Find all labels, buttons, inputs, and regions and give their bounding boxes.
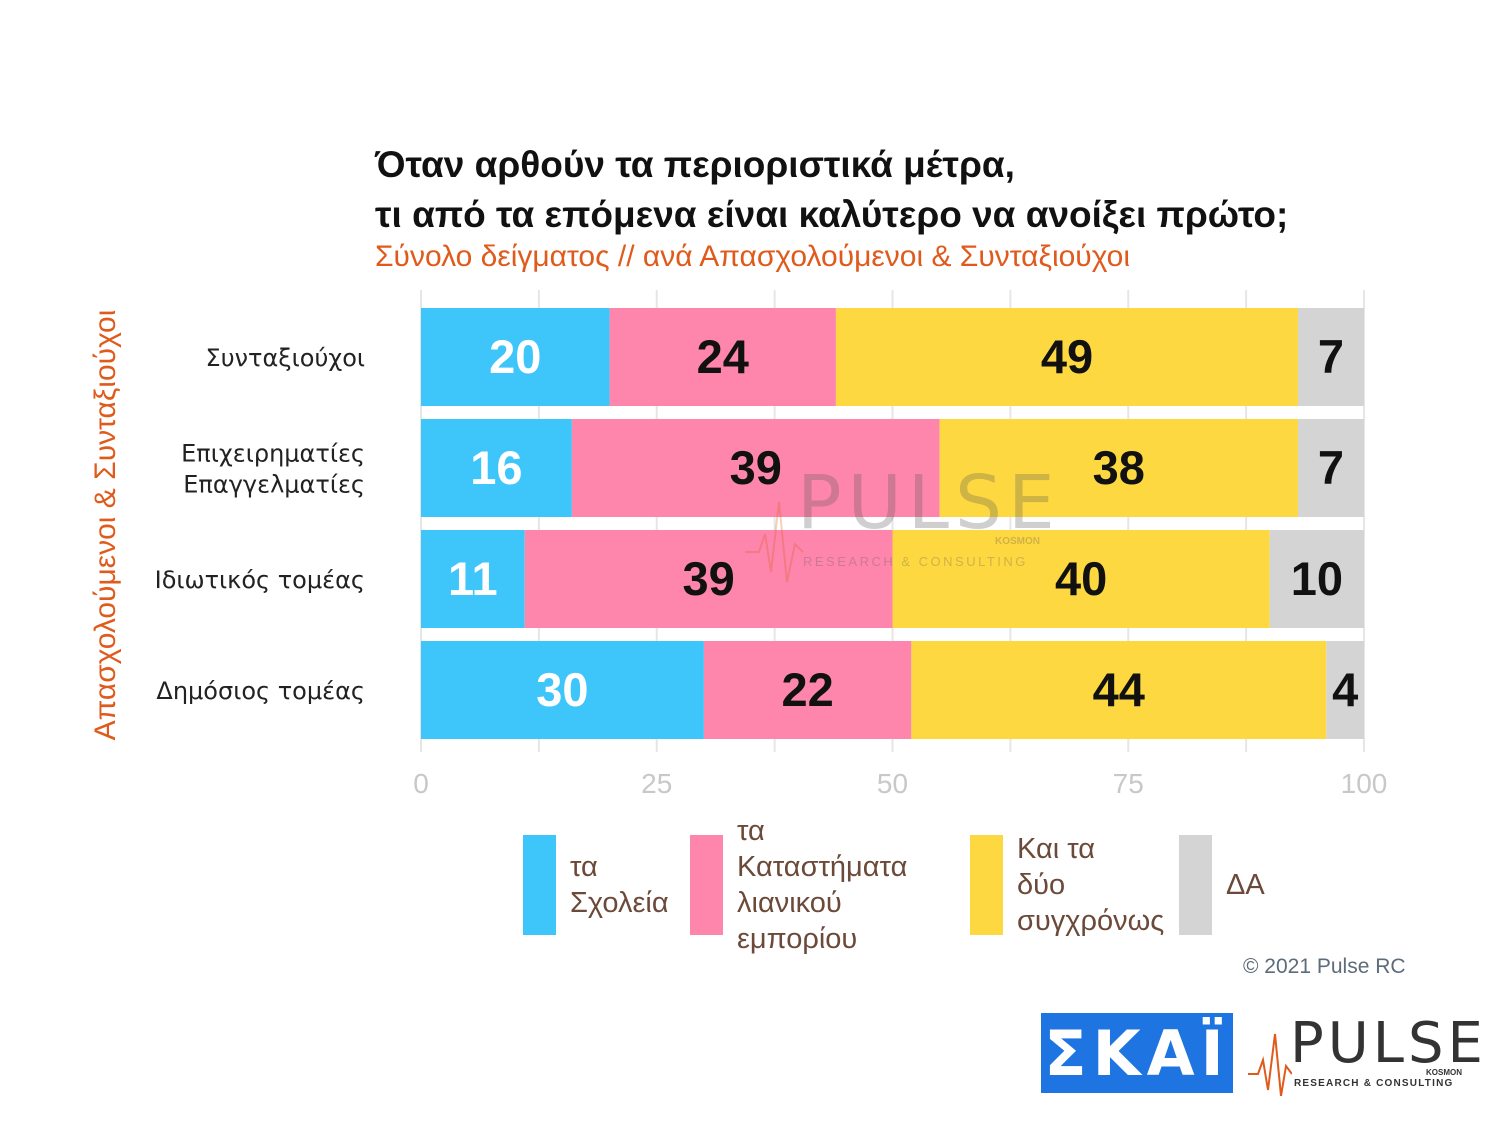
bar-segment: [703, 641, 912, 739]
legend-swatch: [690, 835, 723, 935]
data-label: 7: [1318, 441, 1344, 494]
bar-segment: [421, 641, 704, 739]
pulse-logo-kosmon: KOSMON: [1426, 1068, 1462, 1077]
category-label: Ιδιωτικός τομέας: [155, 566, 365, 594]
data-label: 30: [536, 663, 588, 716]
data-label: 22: [781, 663, 833, 716]
legend-label-line: εμπορίου: [737, 923, 858, 955]
bar-segment: [1297, 308, 1364, 406]
legend-label: Και τα δύο συγχρόνως: [1017, 833, 1164, 937]
bar-segment: [835, 308, 1298, 406]
legend-label-line: λιανικού: [737, 887, 842, 919]
legend-label: ΔΑ: [1226, 835, 1265, 935]
legend-label-line: Και τα: [1017, 833, 1096, 865]
data-label: 49: [1041, 330, 1093, 383]
data-label: 11: [448, 552, 498, 605]
bar-segment: [1326, 641, 1364, 739]
pulse-logo-subtitle: RESEARCH & CONSULTING: [1294, 1078, 1454, 1089]
legend-label: τα Καταστήματα λιανικού εμπορίου: [737, 815, 907, 955]
x-tick-label: 25: [641, 768, 672, 799]
x-tick-label: 0: [413, 768, 429, 799]
copyright: © 2021 Pulse RC: [1243, 955, 1406, 978]
category-label: Επαγγελματίες: [183, 471, 365, 499]
chart-title-line-1: Όταν αρθούν τα περιοριστικά μέτρα,: [375, 144, 1015, 185]
stacked-bar-chart: 20 24 49 7 Συνταξιούχοι 16 39 38 7 Επιχειρηματίες…: [155, 290, 1388, 799]
data-label: 24: [697, 330, 749, 383]
data-label: 4: [1332, 663, 1358, 716]
x-tick-label: 50: [877, 768, 908, 799]
bar-segment: [421, 419, 572, 517]
legend-label-line: τα: [570, 851, 598, 883]
data-label: 39: [682, 552, 734, 605]
data-label: 7: [1318, 330, 1344, 383]
bar-segment: [939, 419, 1298, 517]
chart-title-line-2: τι από τα επόμενα είναι καλύτερο να ανοί…: [375, 194, 1289, 235]
data-label: 20: [489, 330, 541, 383]
chart-title: Όταν αρθούν τα περιοριστικά μέτρα, τι απ…: [375, 140, 1435, 240]
data-label: 40: [1055, 552, 1107, 605]
legend-label-line: συγχρόνως: [1017, 905, 1165, 937]
bar-segment: [1297, 419, 1364, 517]
bar-segment: [421, 530, 525, 628]
bar-segment: [1269, 530, 1364, 628]
x-tick-label: 100: [1341, 768, 1388, 799]
bar-segment: [421, 308, 610, 406]
bar-segment: [571, 419, 940, 517]
category-label: Επιχειρηματίες: [181, 440, 365, 468]
legend-swatch: [523, 835, 556, 935]
pulse-wave-icon: [1248, 1033, 1292, 1096]
legend-label-line: δύο: [1017, 869, 1066, 901]
bar-segment: [892, 530, 1270, 628]
data-label: 16: [470, 441, 522, 494]
legend-label: τα Σχολεία: [570, 835, 669, 935]
legend-label-line: ΔΑ: [1226, 869, 1265, 901]
x-tick-label: 75: [1113, 768, 1144, 799]
bar-segment: [911, 641, 1327, 739]
legend-label-line: Σχολεία: [570, 887, 669, 919]
chart-subtitle: Σύνολο δείγματος // ανά Απασχολούμενοι &…: [375, 240, 1130, 273]
data-label: 10: [1291, 552, 1343, 605]
bar-segment: [609, 308, 836, 406]
category-label: Συνταξιούχοι: [206, 344, 365, 372]
data-label: 44: [1093, 663, 1145, 716]
data-label: 39: [730, 441, 782, 494]
legend-swatch: [1179, 835, 1212, 935]
category-label: Δημόσιος τομέας: [156, 677, 365, 705]
bar-segment: [524, 530, 893, 628]
pulse-logo-word: PULSE: [1290, 1011, 1487, 1076]
data-label: 38: [1093, 441, 1145, 494]
legend-label-line: τα Καταστήματα: [737, 815, 908, 883]
pulse-logo: PULSE KOSMON RESEARCH & CONSULTING: [1248, 1012, 1483, 1096]
skai-logo: ΣΚΑΪ: [1041, 1013, 1233, 1093]
legend-swatch: [970, 835, 1003, 935]
